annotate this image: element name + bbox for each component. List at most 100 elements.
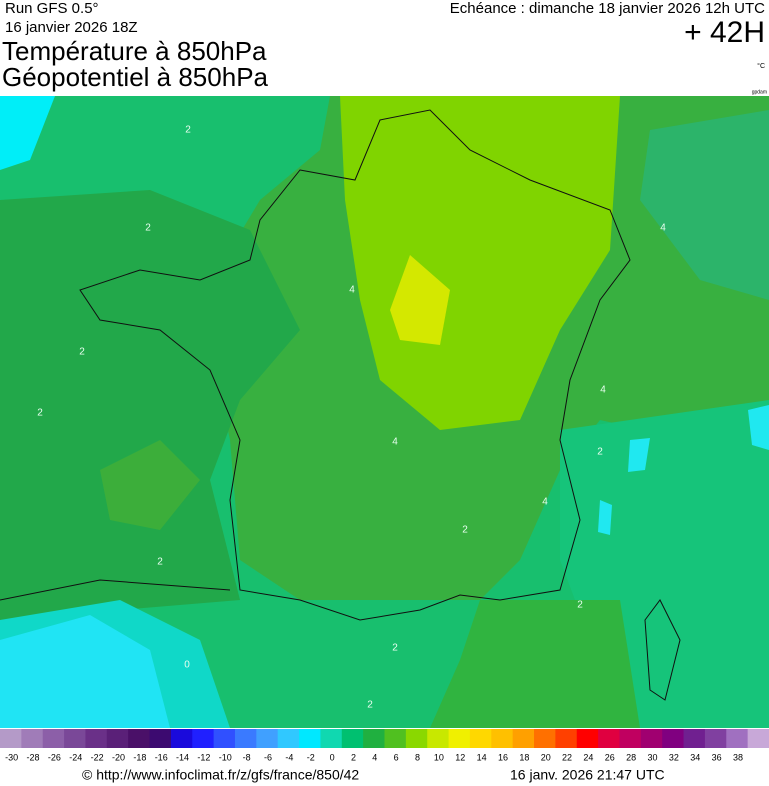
colorbar-label: -6	[264, 752, 272, 762]
warm-core	[340, 96, 620, 430]
colorbar-swatch	[512, 729, 535, 748]
colorbar-swatch	[662, 729, 685, 748]
colorbar-swatch	[320, 729, 343, 748]
colorbar-swatch	[128, 729, 151, 748]
colorbar-label: -22	[91, 752, 104, 762]
colorbar-swatch	[619, 729, 642, 748]
colorbar-label: 10	[434, 752, 444, 762]
contour-label: 2	[392, 643, 398, 654]
contour-label: 4	[349, 285, 355, 296]
colorbar-swatch	[469, 729, 492, 748]
colorbar-label: -28	[27, 752, 40, 762]
sea-east	[640, 110, 769, 300]
cold-nw	[0, 96, 55, 170]
contour-label: 2	[185, 125, 191, 136]
colorbar-label: -16	[155, 752, 168, 762]
lead-time: + 42H	[684, 16, 765, 49]
contour-label: 4	[660, 223, 666, 234]
contour-label: 4	[392, 437, 398, 448]
contour-label: 2	[145, 223, 151, 234]
colorbar-swatch	[491, 729, 514, 748]
colorbar-swatch	[384, 729, 407, 748]
colorbar-swatch	[448, 729, 471, 748]
title: Température à 850hPa	[2, 36, 267, 66]
coast	[0, 579, 681, 701]
colorbar-label: -4	[285, 752, 293, 762]
colorbar-label: -10	[219, 752, 232, 762]
source: © http://www.infoclimat.fr/z/gfs/france/…	[82, 767, 359, 783]
colorbar-label: 14	[477, 752, 487, 762]
warm-patch	[100, 440, 200, 530]
colorbar-label: 26	[605, 752, 615, 762]
run-date: 16 janvier 2026 18Z	[5, 19, 138, 36]
france-border	[79, 109, 631, 621]
unit: °C	[757, 62, 765, 70]
land-west	[0, 190, 300, 620]
colorbar-swatch	[726, 729, 749, 748]
contour-label: 2	[79, 347, 85, 358]
colorbar-label: 12	[455, 752, 465, 762]
unit2: gpdam	[752, 89, 767, 95]
colorbar-label: -14	[176, 752, 189, 762]
colorbar-swatch	[299, 729, 321, 748]
colorbar-label: -20	[112, 752, 125, 762]
contour-label: 4	[542, 497, 548, 508]
contour-label: 2	[577, 600, 583, 611]
colorbar-swatch	[234, 729, 257, 748]
cold-sw-core	[0, 615, 170, 728]
colorbar-label: 4	[372, 752, 377, 762]
colorbar-swatch	[534, 729, 556, 748]
land-south	[430, 600, 640, 728]
colorbar-label: 18	[519, 752, 529, 762]
colorbar-label: 6	[394, 752, 399, 762]
colorbar-label: 20	[541, 752, 551, 762]
colorbar-label: 0	[330, 752, 335, 762]
valid-time: Echéance : dimanche 18 janvier 2026 12h …	[450, 0, 765, 17]
map: 2 2 2 2 2 2 2 2 2 2 4 4 4 4 4 0	[0, 96, 769, 728]
colorbar-label: 2	[351, 752, 356, 762]
colorbar-swatch	[598, 729, 620, 748]
colorbar-swatch	[106, 729, 129, 748]
colorbar-label: 32	[669, 752, 679, 762]
contour-label: 4	[600, 385, 606, 396]
colorbar-label: 36	[712, 752, 722, 762]
colorbar-swatch	[277, 729, 300, 748]
colorbar-swatch	[85, 729, 108, 748]
colorbar-swatch	[192, 729, 215, 748]
warm-max	[390, 255, 450, 345]
colorbar-swatch	[213, 729, 236, 748]
colorbar-swatch	[256, 729, 279, 748]
colorbar-label: -8	[243, 752, 251, 762]
colorbar-swatch	[64, 729, 86, 748]
colorbar-swatch	[640, 729, 663, 748]
colorbar-label: 28	[626, 752, 636, 762]
colorbar-label: 34	[690, 752, 700, 762]
colorbar-label: -12	[197, 752, 210, 762]
colorbar-swatch	[747, 729, 769, 748]
colorbar-swatch	[576, 729, 599, 748]
colorbar-swatch	[427, 729, 450, 748]
run: Run GFS 0.5°	[5, 0, 99, 17]
colorbar-swatch	[21, 729, 44, 748]
subtitle: Géopotentiel à 850hPa	[2, 62, 269, 92]
colorbar-label: -2	[307, 752, 315, 762]
colorbar: -30 -28 -26 -24 -22 -20 -18 -16 -14 -12 -10 -8 -6 -4-…	[0, 729, 769, 762]
colorbar-label: 24	[583, 752, 593, 762]
contour-label: 2	[462, 525, 468, 536]
colorbar-label: -18	[133, 752, 146, 762]
contour-label: 2	[367, 700, 373, 711]
colorbar-swatch	[683, 729, 706, 748]
colorbar-swatch	[363, 729, 385, 748]
colorbar-label: -24	[69, 752, 82, 762]
colorbar-swatch	[341, 729, 364, 748]
colorbar-swatch	[42, 729, 65, 748]
contour-label: 2	[37, 408, 43, 419]
contour-label: 2	[157, 557, 163, 568]
colorbar-swatch	[149, 729, 172, 748]
colorbar-label: 30	[648, 752, 658, 762]
colorbar-label: -26	[48, 752, 61, 762]
colorbar-label: -30	[5, 752, 18, 762]
colorbar-swatch	[0, 729, 22, 748]
contour-label: 2	[597, 447, 603, 458]
